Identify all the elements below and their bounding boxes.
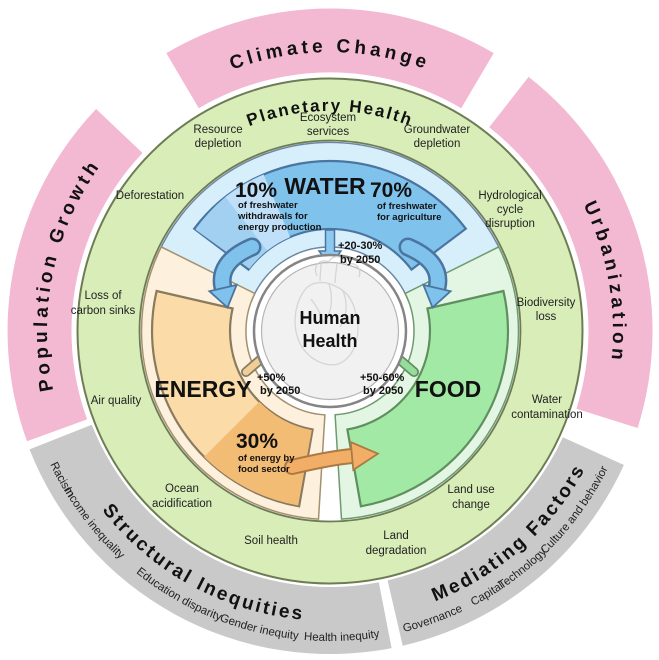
- label-land-degradation-2: degradation: [366, 545, 427, 557]
- label-biodiversity-loss-1: Biodiversity: [517, 297, 576, 309]
- water-growth-2: by 2050: [340, 254, 380, 266]
- energy-to-food-arrow: [284, 440, 380, 475]
- label-soil-health: Soil health: [244, 535, 298, 547]
- outer-pressure-ring: [7, 8, 653, 442]
- label-ocean-acidification-2: acidification: [152, 498, 212, 510]
- label-land-use-change-2: change: [452, 499, 490, 511]
- water-title: WATER: [284, 173, 366, 199]
- energy-dark-wedge: [204, 401, 312, 506]
- heart-sketch: [294, 256, 361, 366]
- water-growth-1: +20-30%: [338, 240, 383, 252]
- energy-growth-1: +50%: [257, 372, 286, 384]
- label-deforestation: Deforestation: [116, 190, 184, 202]
- water-pct-agri: 70%: [370, 179, 412, 202]
- energy-block: [150, 289, 314, 508]
- water-pct-energy-desc-2: withdrawals for: [237, 211, 308, 222]
- label-air-quality: Air quality: [91, 395, 142, 407]
- structural-inequities-arc: [29, 424, 392, 655]
- energy-pct-food: 30%: [236, 430, 278, 453]
- energy-to-food-arrow-shaft: [286, 450, 358, 473]
- label-resource-depletion-1: Resource: [193, 124, 242, 136]
- center-label-line1: Human: [299, 308, 360, 328]
- label-ecosystem-services-2: services: [307, 126, 349, 138]
- food-growth-1: +50-60%: [360, 372, 405, 384]
- energy-growth-2: by 2050: [260, 385, 300, 397]
- label-land-degradation-1: Land: [383, 530, 409, 542]
- label-ecosystem-services-1: Ecosystem: [300, 112, 356, 124]
- food-texts: FOOD +50-60% by 2050: [360, 372, 481, 402]
- food-title: FOOD: [415, 376, 481, 402]
- human-health-hub: Human Health: [252, 253, 408, 409]
- label-land-use-change-1: Land use: [447, 484, 494, 496]
- label-groundwater-depletion-2: depletion: [414, 138, 461, 150]
- water-to-energy-arrow: [207, 237, 262, 310]
- label-ocean-acidification-1: Ocean: [165, 483, 199, 495]
- water-pct-energy: 10%: [235, 179, 277, 202]
- energy-pct-food-desc-2: food sector: [238, 464, 290, 475]
- label-hydrological-1: Hydrological: [478, 190, 541, 202]
- label-carbon-sinks-1: Loss of: [84, 290, 122, 302]
- label-water-contamination-2: contamination: [511, 409, 583, 421]
- energy-title: ENERGY: [154, 376, 251, 402]
- label-health-inequity: Health inequity: [304, 628, 381, 644]
- water-to-energy-arrowhead: [207, 283, 239, 310]
- water-pct-agri-desc-2: for agriculture: [377, 212, 441, 223]
- planetary-ring-labels: Resource depletion Ecosystem services Gr…: [71, 112, 583, 557]
- water-to-food-arrowhead: [421, 283, 453, 310]
- label-water-contamination-1: Water: [532, 394, 562, 406]
- center-inner-disc: [260, 261, 400, 401]
- label-hydrological-3: disruption: [485, 218, 535, 230]
- population-growth-arc: [7, 109, 143, 442]
- label-resource-depletion-2: depletion: [195, 138, 242, 150]
- food-growth-2: by 2050: [363, 385, 403, 397]
- water-to-energy-arrow-shaft: [215, 240, 259, 295]
- energy-texts: ENERGY +50% by 2050 30% of energy by foo…: [154, 372, 300, 475]
- label-carbon-sinks-2: carbon sinks: [71, 305, 136, 317]
- energy-to-food-arrowhead: [349, 440, 380, 472]
- svg-text:Health inequity: Health inequity: [304, 628, 381, 644]
- mediating-factors-arc: [387, 437, 624, 646]
- energy-pct-food-desc-1: of energy by: [238, 453, 295, 464]
- water-to-food-arrow: [398, 237, 453, 310]
- climate-change-arc: [166, 8, 494, 109]
- water-pct-energy-desc-3: energy production: [238, 222, 322, 233]
- water-pct-energy-desc-1: of freshwater: [238, 200, 298, 211]
- center-label-line2: Health: [302, 331, 357, 351]
- water-pct-agri-desc-1: of freshwater: [377, 201, 437, 212]
- water-light-wedge-inner: [225, 174, 291, 251]
- bottom-bands: [29, 424, 624, 655]
- food-block-shape: [346, 289, 510, 508]
- label-groundwater-depletion-1: Groundwater: [404, 124, 471, 136]
- urbanization-arc: [489, 76, 653, 429]
- label-biodiversity-loss-2: loss: [536, 311, 557, 323]
- label-hydrological-2: cycle: [497, 204, 523, 216]
- water-block: [192, 159, 468, 272]
- water-to-food-arrow-shaft: [401, 240, 445, 295]
- water-texts: WATER 10% of freshwater withdrawals for …: [235, 173, 441, 266]
